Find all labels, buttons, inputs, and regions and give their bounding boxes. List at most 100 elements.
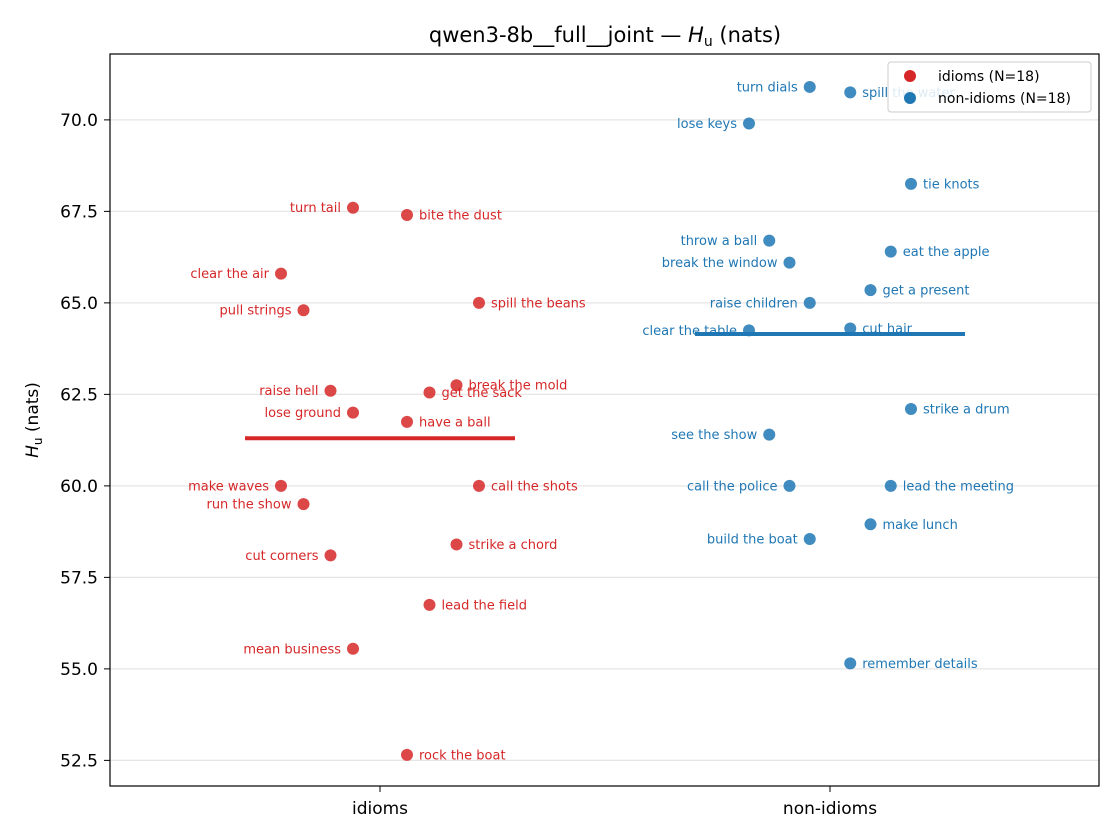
point-label: run the show — [206, 498, 291, 513]
data-point — [844, 322, 857, 335]
data-point — [763, 234, 776, 247]
tick-layer: 52.5 55.0 57.5 60.0 62.5 65.0 67.5 70.0 idioms no… — [60, 111, 877, 819]
point-label: rock the boat — [419, 748, 506, 763]
y-axis-label: Hu (nats) — [23, 382, 45, 458]
y-tick-label: 62.5 — [60, 385, 98, 405]
data-point — [743, 324, 755, 337]
data-point — [783, 256, 796, 269]
chart-title: qwen3-8b__full__joint — Hu (nats) — [429, 23, 781, 50]
data-point — [473, 479, 485, 492]
legend-box — [887, 61, 1092, 113]
data-point — [473, 296, 485, 309]
point-label: remember details — [862, 657, 978, 672]
data-point — [401, 748, 413, 761]
y-axis-label-symbol: H — [23, 445, 43, 458]
point-label: throw a ball — [681, 234, 758, 249]
point-label: spill the beans — [491, 296, 586, 311]
data-point — [401, 415, 413, 428]
data-point — [347, 642, 359, 655]
data-point — [275, 267, 287, 280]
data-point — [803, 296, 816, 309]
point-label: build the boat — [707, 532, 798, 547]
data-point — [905, 403, 917, 416]
point-label: tie knots — [923, 177, 980, 192]
data-point — [401, 209, 413, 222]
data-point — [763, 428, 776, 441]
data-point — [450, 538, 463, 551]
chart-title-prefix: qwen3-8b__full__joint — — [429, 23, 688, 48]
legend-marker-idioms — [904, 70, 916, 82]
chart-title-suffix: (nats) — [713, 23, 781, 47]
point-label: cut corners — [245, 549, 318, 564]
point-label: clear the air — [190, 267, 269, 282]
y-tick-label: 55.0 — [60, 660, 98, 680]
x-tick-label-idioms: idioms — [352, 799, 408, 819]
point-label: turn dials — [737, 80, 798, 95]
point-label: raise children — [710, 296, 798, 311]
data-point — [297, 304, 310, 317]
data-point — [450, 379, 463, 392]
y-axis-label-suffix: (nats) — [23, 382, 43, 437]
point-label: break the window — [662, 256, 778, 271]
point-label: see the show — [671, 428, 757, 443]
chart-title-symbol: H — [688, 23, 704, 47]
point-label: break the mold — [469, 379, 568, 394]
data-point — [884, 245, 897, 258]
y-tick-label: 67.5 — [60, 202, 98, 222]
mean-layer — [245, 331, 965, 441]
data-point — [743, 117, 755, 130]
data-point — [803, 532, 816, 545]
point-label: make waves — [188, 479, 269, 494]
point-label: call the police — [687, 479, 778, 494]
point-label: strike a drum — [923, 403, 1010, 418]
y-axis-label-subscript: u — [31, 437, 45, 445]
y-tick-label: 52.5 — [60, 751, 98, 771]
legend: idioms (N=18) non-idioms (N=18) — [887, 61, 1092, 113]
point-label: bite the dust — [419, 209, 502, 224]
y-tick-label: 65.0 — [60, 294, 98, 314]
data-point — [347, 406, 359, 419]
data-point — [324, 384, 337, 397]
y-tick-label: 70.0 — [60, 111, 98, 131]
point-label: pull strings — [220, 304, 292, 319]
legend-label-non-idioms: non-idioms (N=18) — [938, 91, 1071, 107]
point-label: lead the field — [442, 598, 527, 613]
data-point — [324, 549, 337, 562]
plot-frame — [109, 53, 1100, 787]
data-point — [783, 479, 796, 492]
data-point — [864, 518, 877, 531]
data-point — [275, 479, 287, 492]
point-label: eat the apple — [903, 245, 990, 260]
point-label: strike a chord — [469, 538, 558, 553]
data-point — [803, 80, 816, 93]
data-point — [844, 86, 857, 99]
point-label: lose ground — [265, 406, 341, 421]
x-tick-label-non-idioms: non-idioms — [783, 799, 877, 819]
data-point — [884, 479, 897, 492]
point-label: mean business — [243, 642, 341, 657]
chart-title-subscript: u — [704, 34, 713, 50]
data-point — [347, 201, 359, 214]
data-point — [297, 498, 310, 511]
point-label: get the sack — [442, 386, 523, 401]
point-label: make lunch — [883, 518, 958, 533]
point-label: call the shots — [491, 479, 578, 494]
y-tick-label: 60.0 — [60, 477, 98, 497]
legend-marker-non-idioms — [904, 92, 916, 104]
point-label: have a ball — [419, 415, 491, 430]
data-point — [864, 284, 877, 297]
point-label: lose keys — [677, 117, 737, 132]
data-point — [844, 657, 857, 670]
data-point — [423, 386, 436, 399]
point-label: clear the table — [642, 324, 737, 339]
point-label: raise hell — [259, 384, 318, 399]
y-tick-label: 57.5 — [60, 568, 98, 588]
point-label: lead the meeting — [903, 479, 1014, 494]
point-label: get a present — [883, 284, 970, 299]
data-point — [423, 598, 436, 611]
point-label: turn tail — [290, 201, 341, 216]
data-point — [905, 177, 917, 190]
legend-label-idioms: idioms (N=18) — [938, 69, 1040, 85]
